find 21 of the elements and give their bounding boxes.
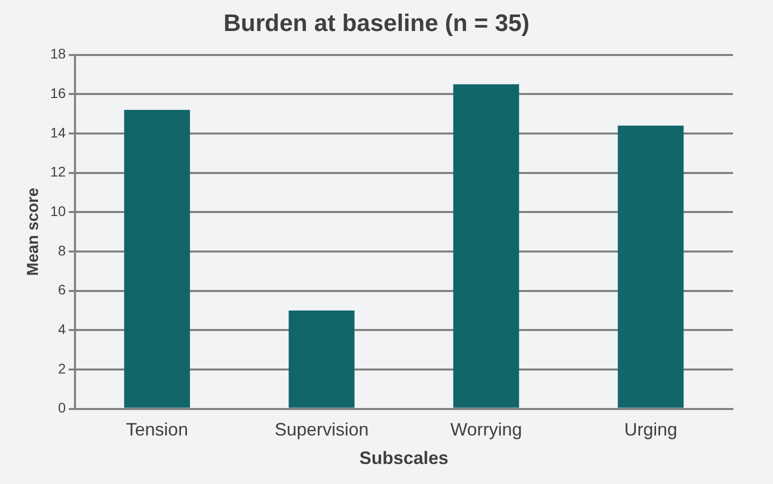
x-tick-label: Worrying xyxy=(450,420,522,440)
chart-title: Burden at baseline (n = 35) xyxy=(223,10,530,38)
y-tick-label: 2 xyxy=(58,360,66,376)
y-tick-label: 4 xyxy=(58,320,66,337)
bar xyxy=(453,84,520,408)
bar xyxy=(124,110,190,408)
x-axis-title: Subscales xyxy=(359,448,448,468)
x-tick-label: Urging xyxy=(624,420,678,440)
y-tick-label: 0 xyxy=(58,400,66,416)
y-tick-label: 16 xyxy=(50,84,66,101)
y-tick-label: 18 xyxy=(50,46,66,62)
y-tick-label: 12 xyxy=(50,164,66,180)
x-tick-label: Tension xyxy=(126,420,188,440)
y-axis-title: Mean score xyxy=(25,188,42,276)
bar xyxy=(618,126,684,408)
x-tick-label: Supervision xyxy=(274,420,369,440)
y-tick-label: 14 xyxy=(50,124,66,140)
y-tick-label: 8 xyxy=(58,242,66,258)
y-tick-label: 10 xyxy=(50,202,66,219)
y-tick-label: 6 xyxy=(58,282,66,298)
bar xyxy=(288,310,355,408)
